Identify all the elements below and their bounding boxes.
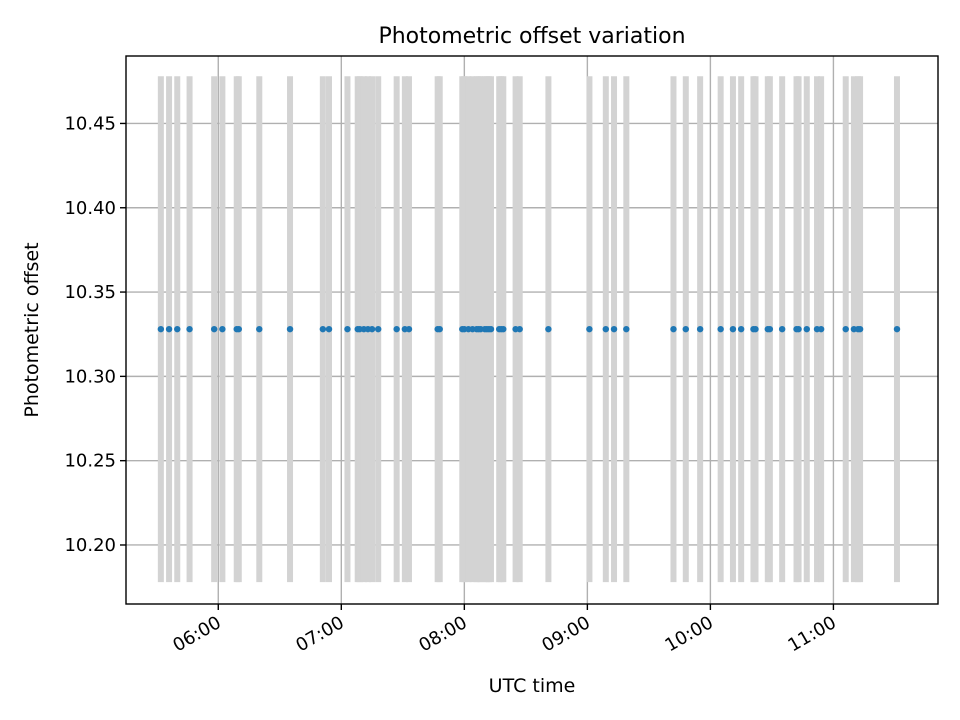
x-tick-label: 07:00 [292,612,347,656]
data-point [856,325,864,333]
data-point [256,325,263,333]
y-axis-label: Photometric offset [21,242,43,417]
data-point [405,325,413,333]
data-point [696,325,704,333]
data-point [516,325,523,333]
data-point [602,325,610,333]
data-point [623,325,630,333]
data-point [893,325,901,333]
data-point [817,325,825,333]
data-point [368,325,376,333]
x-tick-label: 10:00 [661,612,716,656]
y-tick-label: 10.45 [64,113,116,134]
y-tick-label: 10.30 [64,366,116,387]
data-point [174,325,181,333]
data-point [375,325,382,333]
data-point [186,325,193,333]
data-point [842,325,849,333]
data-point [157,325,165,333]
data-point [235,325,242,333]
data-point [766,325,774,333]
data-point [803,325,810,333]
data-point [165,325,173,333]
data-point [286,325,294,333]
data-point [586,325,593,333]
data-point [778,325,786,333]
x-tick-label: 08:00 [415,612,470,656]
data-point [795,325,802,333]
y-tick-label: 10.40 [64,198,116,219]
data-point [752,325,759,333]
data-point [737,325,745,333]
chart-title: Photometric offset variation [378,24,685,49]
data-point [670,325,677,333]
data-points [157,325,901,333]
data-point [717,325,724,333]
x-axis: 06:00 07:00 08:00 09:00 10:00 11:00 [169,604,840,656]
x-tick-label: 09:00 [538,612,593,656]
data-point [436,325,443,333]
data-point [487,325,495,333]
data-point [344,325,351,333]
data-point [219,325,226,333]
data-point [210,325,218,333]
plot-frame [125,55,939,605]
y-tick-label: 10.20 [64,535,116,556]
x-tick-label: 11:00 [784,612,839,656]
x-tick-label: 06:00 [169,612,224,656]
y-axis: 10.20 10.25 10.30 10.35 10.40 10.45 [64,113,126,556]
y-tick-label: 10.25 [64,451,116,472]
data-point [729,325,737,333]
data-point [393,325,400,333]
data-point [325,325,333,333]
error-bars [157,76,900,583]
y-tick-label: 10.35 [64,282,116,303]
x-axis-label: UTC time [489,675,576,697]
data-point [319,325,327,333]
data-point [500,325,507,333]
data-point [545,325,552,333]
data-point [682,325,689,333]
data-point [610,325,618,333]
